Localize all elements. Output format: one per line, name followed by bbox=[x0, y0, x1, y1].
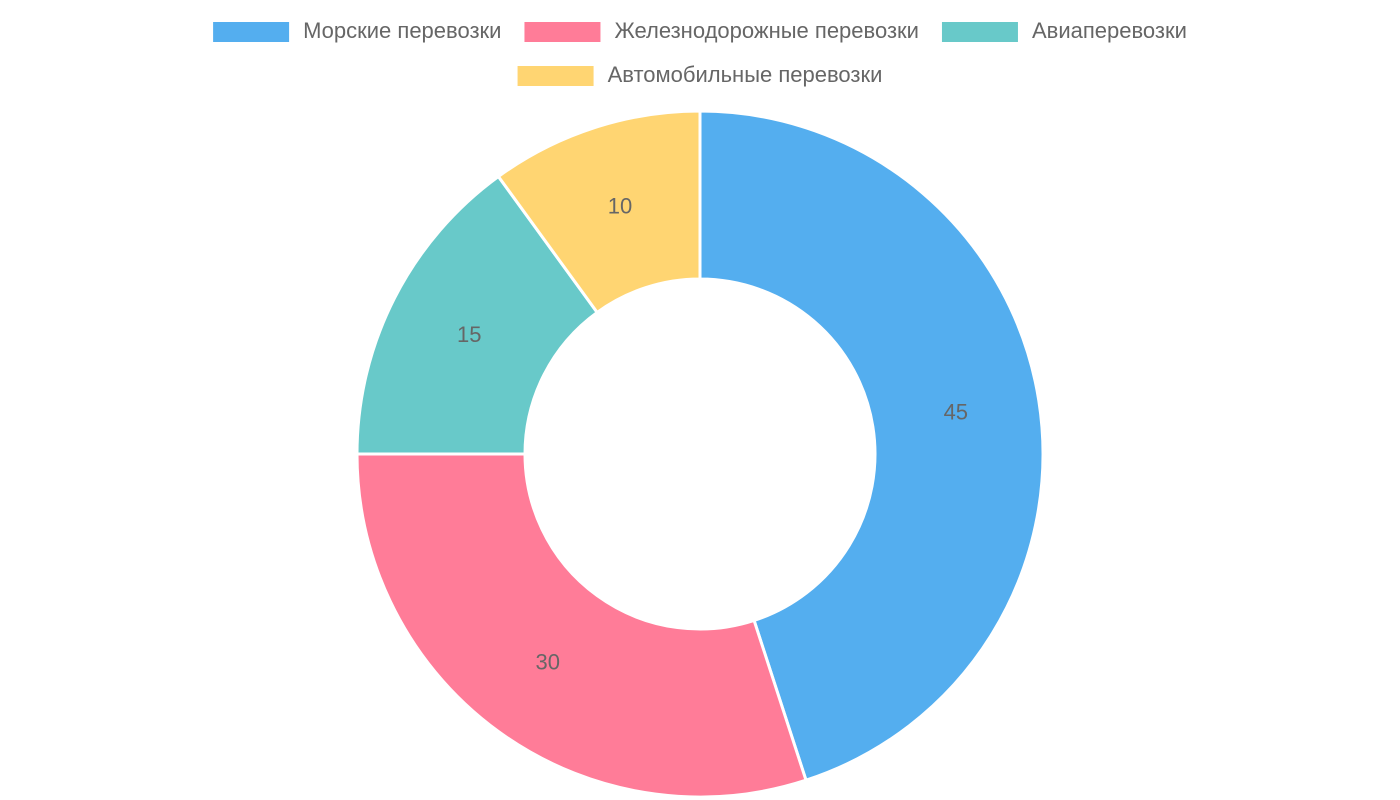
slice-label: 10 bbox=[608, 193, 632, 218]
legend-swatch bbox=[517, 66, 594, 86]
slice-label: 45 bbox=[944, 399, 968, 424]
legend-swatch bbox=[213, 22, 290, 42]
doughnut-slice bbox=[496, 109, 702, 315]
legend-label: Авиаперевозки bbox=[1032, 18, 1187, 43]
doughnut-slice bbox=[355, 174, 600, 456]
legend-swatch bbox=[941, 22, 1018, 42]
slice-label: 15 bbox=[457, 322, 481, 347]
slice-label: 30 bbox=[536, 649, 560, 674]
legend-label: Автомобильные перевозки bbox=[608, 62, 883, 87]
legend-label: Морские перевозки bbox=[303, 18, 501, 43]
doughnut-slice bbox=[698, 109, 1045, 783]
legend-label: Железнодорожные перевозки bbox=[614, 18, 919, 43]
legend-swatch bbox=[524, 22, 601, 42]
doughnut-slice bbox=[355, 452, 808, 799]
